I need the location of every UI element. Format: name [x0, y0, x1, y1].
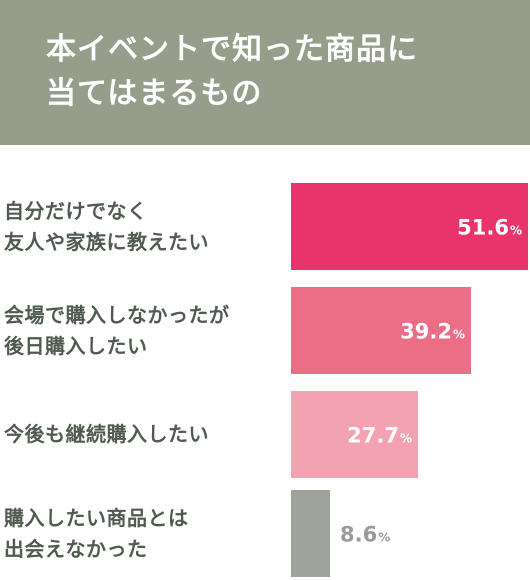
value-unit-3: %: [400, 432, 412, 446]
category-label-4-line-1: 購入したい商品とは: [4, 506, 189, 530]
category-label-2: 会場で購入しなかったが 後日購入したい: [4, 300, 286, 362]
value-number-3: 27.7: [347, 424, 399, 448]
category-label-4-line-2: 出会えなかった: [4, 537, 148, 561]
value-number-2: 39.2: [400, 320, 452, 344]
value-label-1: 51.6%: [457, 216, 522, 240]
category-label-1-line-2: 友人や家族に教えたい: [4, 230, 209, 254]
bar-3: [291, 391, 418, 478]
header-banner: 本イベントで知った商品に 当てはまるもの: [0, 0, 530, 145]
value-label-4: 8.6%: [340, 523, 390, 547]
value-unit-1: %: [510, 224, 522, 238]
value-unit-4: %: [378, 531, 390, 545]
bar-1: [291, 183, 528, 270]
bar-4: [291, 490, 330, 577]
bar-2: [291, 287, 471, 374]
category-label-1-line-1: 自分だけでなく: [4, 199, 148, 223]
value-number-1: 51.6: [457, 216, 509, 240]
category-label-1: 自分だけでなく友人や家族に教えたい: [4, 196, 286, 258]
value-label-2: 39.2%: [400, 320, 465, 344]
value-number-4: 8.6: [340, 523, 377, 547]
value-unit-2: %: [453, 328, 465, 342]
chart-title: 本イベントで知った商品に 当てはまるもの: [46, 28, 506, 116]
title-line-2: 当てはまるもの: [46, 76, 263, 111]
category-label-3: 今後も継続購入したい: [4, 419, 286, 450]
title-line-1: 本イベントで知った商品に: [46, 32, 418, 67]
value-label-3: 27.7%: [347, 424, 412, 448]
category-label-3-line-1: 今後も継続購入したい: [4, 422, 209, 446]
category-label-2-line-1: 会場で購入しなかったが: [4, 303, 230, 327]
category-label-2-line-2: 後日購入したい: [4, 334, 148, 358]
category-label-4: 購入したい商品とは 出会えなかった: [4, 503, 286, 565]
